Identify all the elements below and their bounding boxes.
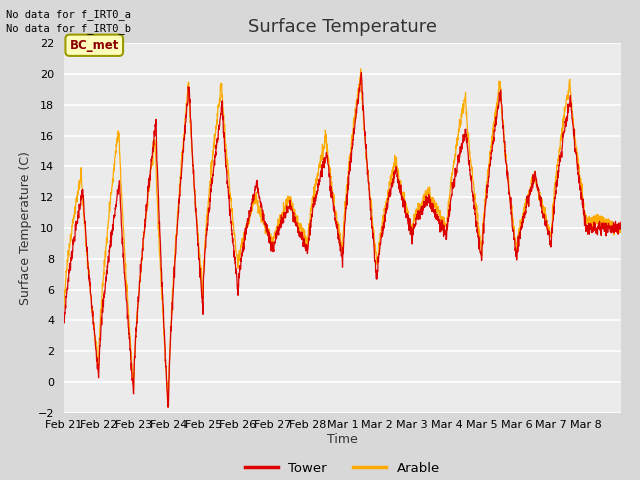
- Text: No data for f_IRT0_b: No data for f_IRT0_b: [6, 23, 131, 34]
- X-axis label: Time: Time: [327, 433, 358, 446]
- Text: BC_met: BC_met: [70, 39, 119, 52]
- Y-axis label: Surface Temperature (C): Surface Temperature (C): [19, 151, 32, 305]
- Title: Surface Temperature: Surface Temperature: [248, 18, 437, 36]
- Text: No data for f_IRT0_a: No data for f_IRT0_a: [6, 9, 131, 20]
- Legend: Tower, Arable: Tower, Arable: [239, 456, 445, 480]
